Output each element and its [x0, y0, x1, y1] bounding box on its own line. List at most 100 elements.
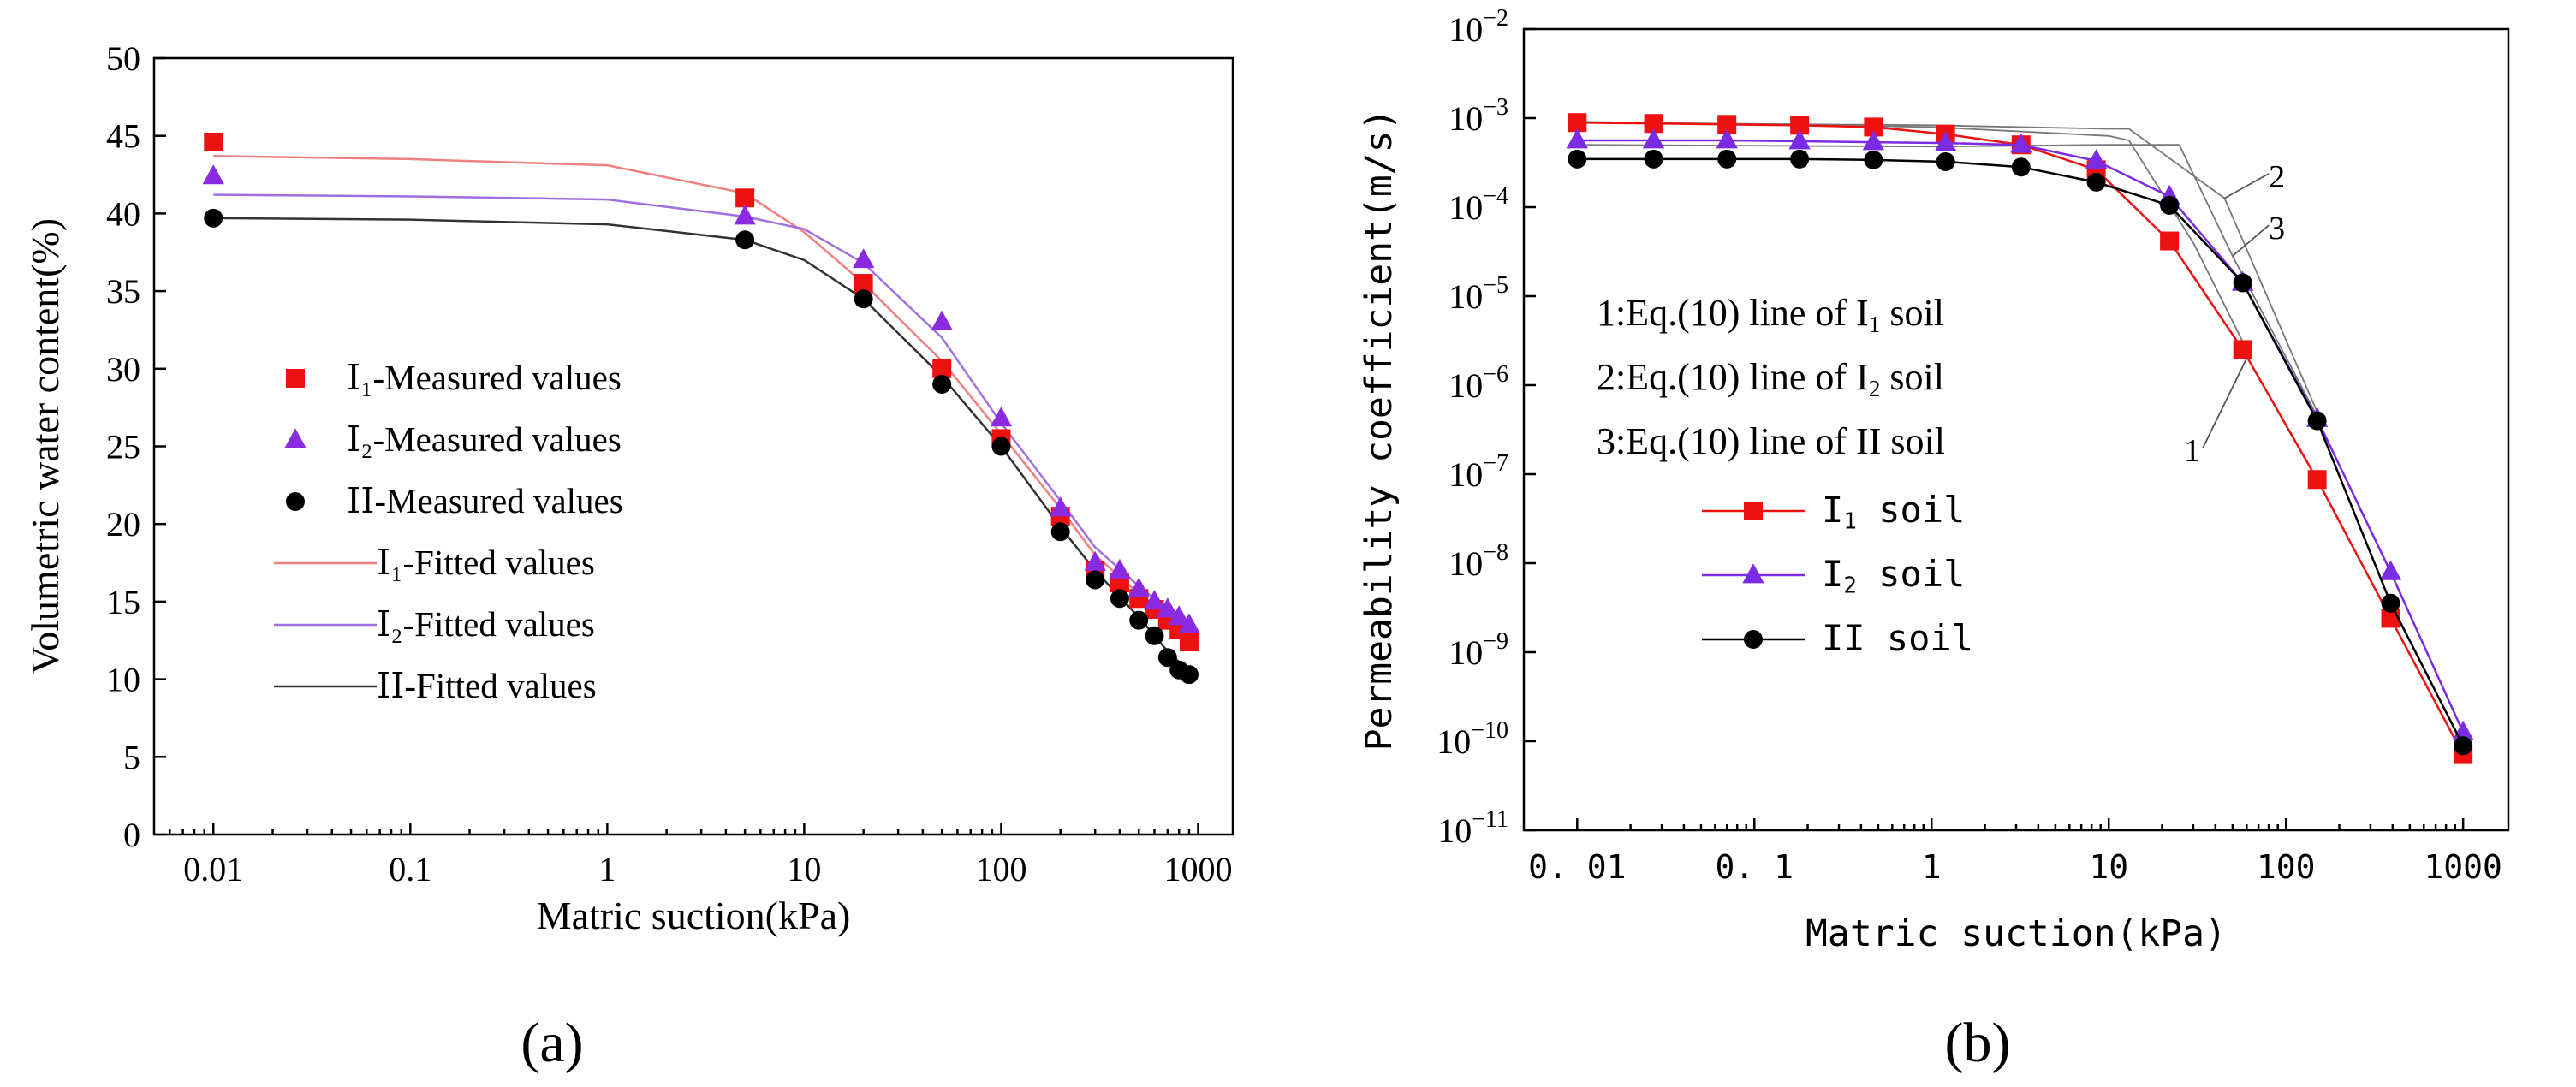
data-point-b [1566, 128, 1588, 149]
chart-panel-a: 0.01 0.1 1 10 100 1000 0 5 10 15 20 25 30 35 40 45 50 Mat… [23, 39, 1234, 1074]
data-point-b [2307, 470, 2327, 490]
callout-label-b: 1 [2184, 433, 2200, 469]
y-tick-label-a: 50 [106, 39, 140, 78]
data-point-b [1862, 130, 1885, 151]
chart-panel-b: 0. 01 0. 1 1 10 100 1000 10−11 10−10 10−9 10−8 10−… [1358, 5, 2510, 1074]
data-point-a [1157, 597, 1179, 618]
legend-label-b: II soil [1822, 617, 1973, 659]
x-tick-label-b: 0. 01 [1528, 848, 1626, 886]
y-tick-label-a: 15 [106, 583, 140, 621]
data-point-a [1127, 577, 1150, 597]
y-tick-label-a: 35 [106, 272, 140, 311]
legend-label-a: Ⅰ₁-Fitted values [377, 543, 595, 582]
y-tick-label-a: 0 [123, 816, 140, 854]
data-point-a [1179, 665, 1199, 685]
panel-label-b: (b) [1945, 1012, 2011, 1074]
data-point-a [1178, 613, 1200, 633]
data-point-a [204, 132, 223, 151]
data-point-b [2307, 411, 2327, 431]
data-point-b [1864, 150, 1883, 169]
y-axis-label-a: Volumetric water content(%) [23, 218, 67, 674]
y-tick-label-a: 45 [106, 117, 140, 156]
data-point-b [2011, 157, 2031, 177]
data-point-b [2086, 172, 2106, 192]
y-tick-label-b: 10−10 [1437, 717, 1508, 761]
x-tick-label-a: 1 [598, 850, 616, 888]
data-point-a [1157, 648, 1177, 668]
callout-label-b: 2 [2269, 159, 2285, 195]
legend-marker-a [286, 369, 305, 388]
data-point-a [1145, 626, 1164, 645]
fitted-line-a [213, 193, 1190, 627]
data-point-a [734, 205, 756, 225]
data-point-a [852, 248, 875, 269]
legend-label-a: Ⅰ₂-Measured values [347, 419, 622, 459]
x-tick-label-b: 10 [2089, 848, 2128, 886]
data-point-b [2379, 560, 2402, 580]
x-tick-label-a: 1000 [1163, 850, 1232, 888]
data-point-a [932, 359, 952, 378]
data-point-a [854, 289, 873, 309]
x-tick-label-a: 0.1 [389, 850, 431, 888]
data-point-a [1110, 589, 1129, 609]
data-point-a [1084, 550, 1106, 571]
data-point-b [2381, 593, 2400, 613]
y-tick-label-b: 10−11 [1437, 806, 1508, 850]
callout-label-b: 3 [2269, 211, 2285, 247]
data-point-a [1050, 522, 1070, 542]
legend-marker-b [1744, 502, 1763, 520]
legend-label-b: I1 soil [1822, 489, 1965, 535]
data-point-b [1644, 149, 1663, 169]
data-point-b [1717, 115, 1737, 134]
plot-frame-a [152, 56, 1234, 836]
data-point-b [2233, 273, 2252, 293]
legend-marker-a [286, 492, 305, 511]
data-point-b [1934, 131, 1957, 151]
data-point-a [1143, 590, 1166, 610]
x-tick-label-b: 100 [2257, 848, 2316, 886]
y-tick-label-a: 5 [123, 738, 140, 776]
eq-legend-label-b: 2:Eq.(10) line of I2 soil [1597, 356, 1944, 401]
data-point-b [2085, 149, 2108, 169]
data-point-a [931, 310, 953, 330]
x-tick-label-b: 1 [1922, 848, 1942, 886]
legend-label-a: ⅠⅠ-Fitted values [377, 666, 597, 705]
data-point-b [2160, 195, 2180, 215]
y-tick-label-b: 10−8 [1449, 539, 1508, 583]
y-tick-label-a: 30 [106, 350, 140, 389]
panel-label-a: (a) [521, 1012, 583, 1074]
x-axis-label-b: Matric suction(kPa) [1806, 912, 2227, 955]
data-point-b [1864, 117, 1883, 137]
callout-leader-b [2232, 224, 2270, 257]
data-point-b [1568, 113, 1587, 133]
data-point-a [204, 208, 223, 228]
legend-label-a: Ⅰ₂-Fitted values [377, 604, 595, 644]
data-point-b [1642, 128, 1665, 149]
y-tick-label-b: 10−2 [1449, 5, 1508, 49]
y-tick-label-b: 10−4 [1449, 183, 1508, 227]
eq-legend-label-b: 1:Eq.(10) line of I1 soil [1597, 292, 1944, 337]
x-tick-label-a: 0.01 [183, 850, 243, 888]
data-point-b [1644, 114, 1663, 134]
data-point-b [2010, 133, 2032, 153]
legend-label-a: ⅠⅠ-Measured values [347, 481, 623, 520]
data-point-a [202, 164, 224, 185]
data-point-b [2160, 231, 2180, 251]
data-point-b [1716, 128, 1738, 149]
y-axis-label-b: Permeability coefficient(m/s) [1358, 109, 1401, 751]
eq-legend-label-b: 3:Eq.(10) line of II soil [1597, 420, 1945, 462]
y-tick-label-a: 10 [106, 661, 140, 699]
data-point-a [932, 374, 952, 394]
x-tick-label-b: 1000 [2424, 848, 2502, 886]
data-point-b [2233, 340, 2252, 359]
data-point-a [1086, 570, 1105, 590]
y-tick-label-a: 40 [106, 194, 140, 233]
legend-marker-b [1742, 563, 1764, 584]
legend-marker-a [284, 428, 306, 448]
y-tick-label-b: 10−3 [1449, 94, 1508, 138]
data-point-a [1129, 610, 1149, 630]
data-point-a [1179, 633, 1199, 652]
legend-label-a: Ⅰ₁-Measured values [347, 358, 622, 397]
data-point-a [991, 437, 1011, 456]
